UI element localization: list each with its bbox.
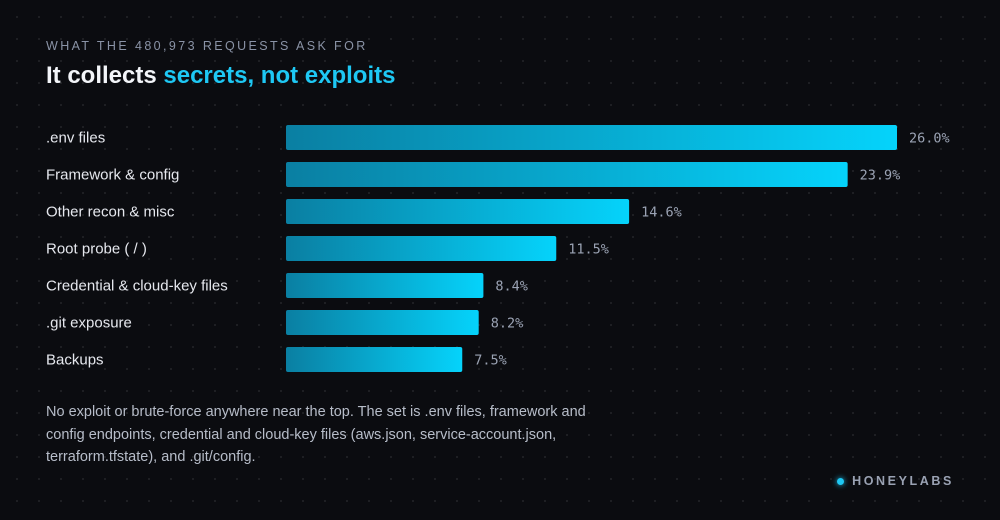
value-label: 11.5% xyxy=(568,242,609,258)
value-label: 8.4% xyxy=(495,279,528,295)
category-label: .env files xyxy=(46,130,105,147)
category-label: Backups xyxy=(46,352,104,369)
category-label: Root probe ( / ) xyxy=(46,241,147,258)
value-label: 7.5% xyxy=(474,353,507,369)
value-label: 26.0% xyxy=(909,131,950,147)
bar xyxy=(286,125,897,150)
chart-eyebrow: WHAT THE 480,973 REQUESTS ASK FOR xyxy=(46,39,368,53)
bars-group: .env files 26.0% Framework & config 23.9% Ot… xyxy=(46,125,950,372)
bar xyxy=(286,310,479,335)
category-label: .git exposure xyxy=(46,315,132,332)
bar-chart: .env files 26.0% Framework & config 23.9% Ot… xyxy=(46,125,950,372)
bar xyxy=(286,162,848,187)
footnote: No exploit or brute-force anywhere near … xyxy=(46,404,586,465)
bar xyxy=(286,347,463,372)
dot-icon xyxy=(837,477,845,485)
bar xyxy=(286,273,484,298)
category-label: Framework & config xyxy=(46,167,179,184)
chart-title: It collects secrets, not exploits xyxy=(46,62,395,90)
category-label: Other recon & misc xyxy=(46,204,175,221)
bar xyxy=(286,236,557,261)
value-label: 23.9% xyxy=(860,168,901,184)
value-label: 8.2% xyxy=(491,316,524,332)
bar xyxy=(286,199,630,224)
title-prefix: It collects xyxy=(46,62,164,89)
category-label: Credential & cloud-key files xyxy=(46,278,228,295)
brand: HONEYLABS xyxy=(837,474,954,488)
title-accent: secrets, not exploits xyxy=(163,62,396,89)
value-label: 14.6% xyxy=(641,205,682,221)
brand-name: HONEYLABS xyxy=(852,474,954,488)
